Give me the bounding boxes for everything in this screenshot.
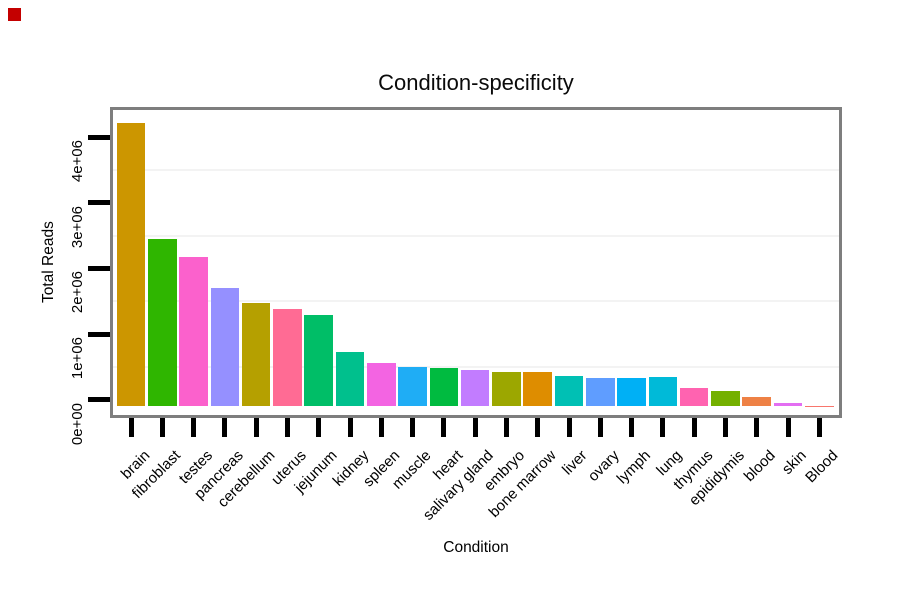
x-axis-tick — [222, 418, 228, 437]
y-axis-tick — [88, 397, 110, 403]
x-axis-tick — [722, 418, 728, 437]
bar-uterus — [273, 309, 302, 407]
minor-gridline — [113, 234, 839, 237]
bar-Blood — [804, 405, 834, 407]
bar-testes — [179, 257, 208, 407]
bar-heart — [429, 368, 459, 407]
x-axis-tick — [253, 418, 259, 437]
bar-salivary-gland — [460, 370, 490, 407]
red-click-marker — [8, 8, 21, 21]
minor-gridline — [113, 168, 839, 171]
x-axis-tick — [159, 418, 165, 437]
x-axis-tick — [785, 418, 791, 437]
y-tick-label: 2e+06 — [69, 271, 86, 314]
bar-brain — [116, 122, 146, 407]
y-axis-tick — [88, 200, 110, 206]
y-axis-tick — [88, 331, 110, 337]
x-axis-tick — [191, 418, 197, 437]
x-axis-tick — [629, 418, 635, 437]
x-axis-tick — [284, 418, 290, 437]
y-tick-label: 4e+06 — [69, 140, 86, 183]
x-axis-tick — [472, 418, 478, 437]
minor-gridline — [113, 365, 839, 368]
bar-blood — [742, 396, 771, 407]
x-tick-label: Blood — [802, 447, 842, 487]
x-axis-title: Condition — [443, 539, 509, 556]
x-axis-tick — [441, 418, 447, 437]
bar-lymph — [617, 377, 646, 407]
bar-spleen — [366, 363, 396, 407]
x-axis-tick — [535, 418, 541, 437]
x-axis-tick — [410, 418, 416, 437]
x-axis-tick — [566, 418, 572, 437]
y-tick-label: 1e+06 — [69, 337, 86, 380]
y-tick-label: 3e+06 — [69, 205, 86, 248]
y-tick-label: 0e+00 — [69, 402, 86, 445]
y-axis-tick — [88, 134, 110, 140]
x-axis-tick — [347, 418, 353, 437]
bar-embryo — [492, 372, 521, 407]
x-axis-tick — [597, 418, 603, 437]
x-tick-label: ovary — [584, 447, 623, 485]
x-axis-tick — [503, 418, 509, 437]
bar-lung — [648, 376, 678, 407]
bar-bone-marrow — [523, 372, 552, 407]
bar-pancreas — [210, 288, 240, 407]
x-axis-tick — [128, 418, 134, 437]
x-axis-tick — [754, 418, 760, 437]
x-axis-tick — [660, 418, 666, 437]
y-axis-tick — [88, 265, 110, 271]
x-tick-label: blood — [740, 447, 779, 485]
x-axis-tick — [691, 418, 697, 437]
x-axis-tick — [816, 418, 822, 437]
bar-cerebellum — [241, 303, 271, 407]
bar-liver — [554, 375, 584, 407]
bar-muscle — [398, 367, 427, 407]
bar-ovary — [585, 377, 615, 407]
bar-epididymis — [711, 391, 740, 407]
bar-kidney — [335, 351, 365, 407]
x-tick-label: lymph — [613, 447, 654, 488]
chart-title: Condition-specificity — [378, 70, 574, 95]
minor-gridline — [113, 300, 839, 303]
bar-skin — [773, 402, 803, 407]
x-axis-tick — [316, 418, 322, 437]
bar-fibroblast — [147, 239, 177, 407]
bar-thymus — [679, 388, 709, 407]
bar-jejunum — [304, 315, 333, 407]
x-axis-tick — [378, 418, 384, 437]
